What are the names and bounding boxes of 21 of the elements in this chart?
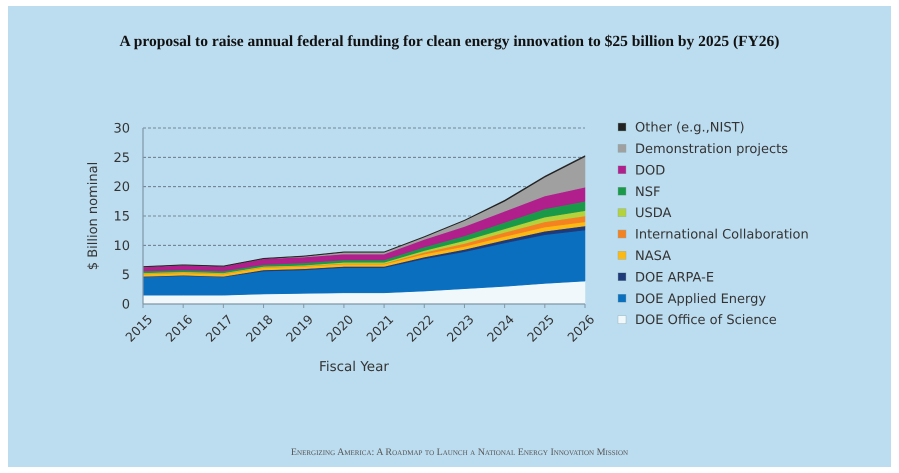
legend-label: NASA	[635, 248, 672, 264]
legend-label: Other (e.g.,NIST)	[635, 120, 745, 136]
legend-label: DOD	[635, 163, 666, 178]
x-axis-title: Fiscal Year	[319, 359, 390, 375]
text: Energizing America: A Roadmap to Launch a National Energy Innovation Mission	[290, 447, 628, 458]
legend-label: Demonstration projects	[635, 142, 788, 157]
legend-label: DOE ARPA-E	[635, 270, 714, 286]
legend-label: DOE Office of Science	[635, 313, 777, 328]
legend-label: NSF	[635, 184, 660, 200]
y-tick-label: 20	[113, 180, 130, 196]
y-axis-title: $ Billion nominal	[86, 162, 101, 270]
chart-title: A proposal to raise annual federal funding for clean energy innovation to $25 billion by 2025 (FY26)	[120, 33, 780, 50]
y-tick-label: 0	[122, 298, 130, 313]
legend-label: International Collaboration	[635, 228, 809, 243]
y-tick-label: 30	[113, 122, 130, 137]
legend-label: DOE Applied Energy	[635, 292, 766, 307]
legend-label: USDA	[635, 206, 672, 222]
y-tick-label: 15	[113, 210, 130, 225]
y-tick-label: 10	[113, 238, 130, 254]
y-tick-label: 25	[113, 150, 130, 166]
y-tick-label: 5	[122, 268, 130, 284]
